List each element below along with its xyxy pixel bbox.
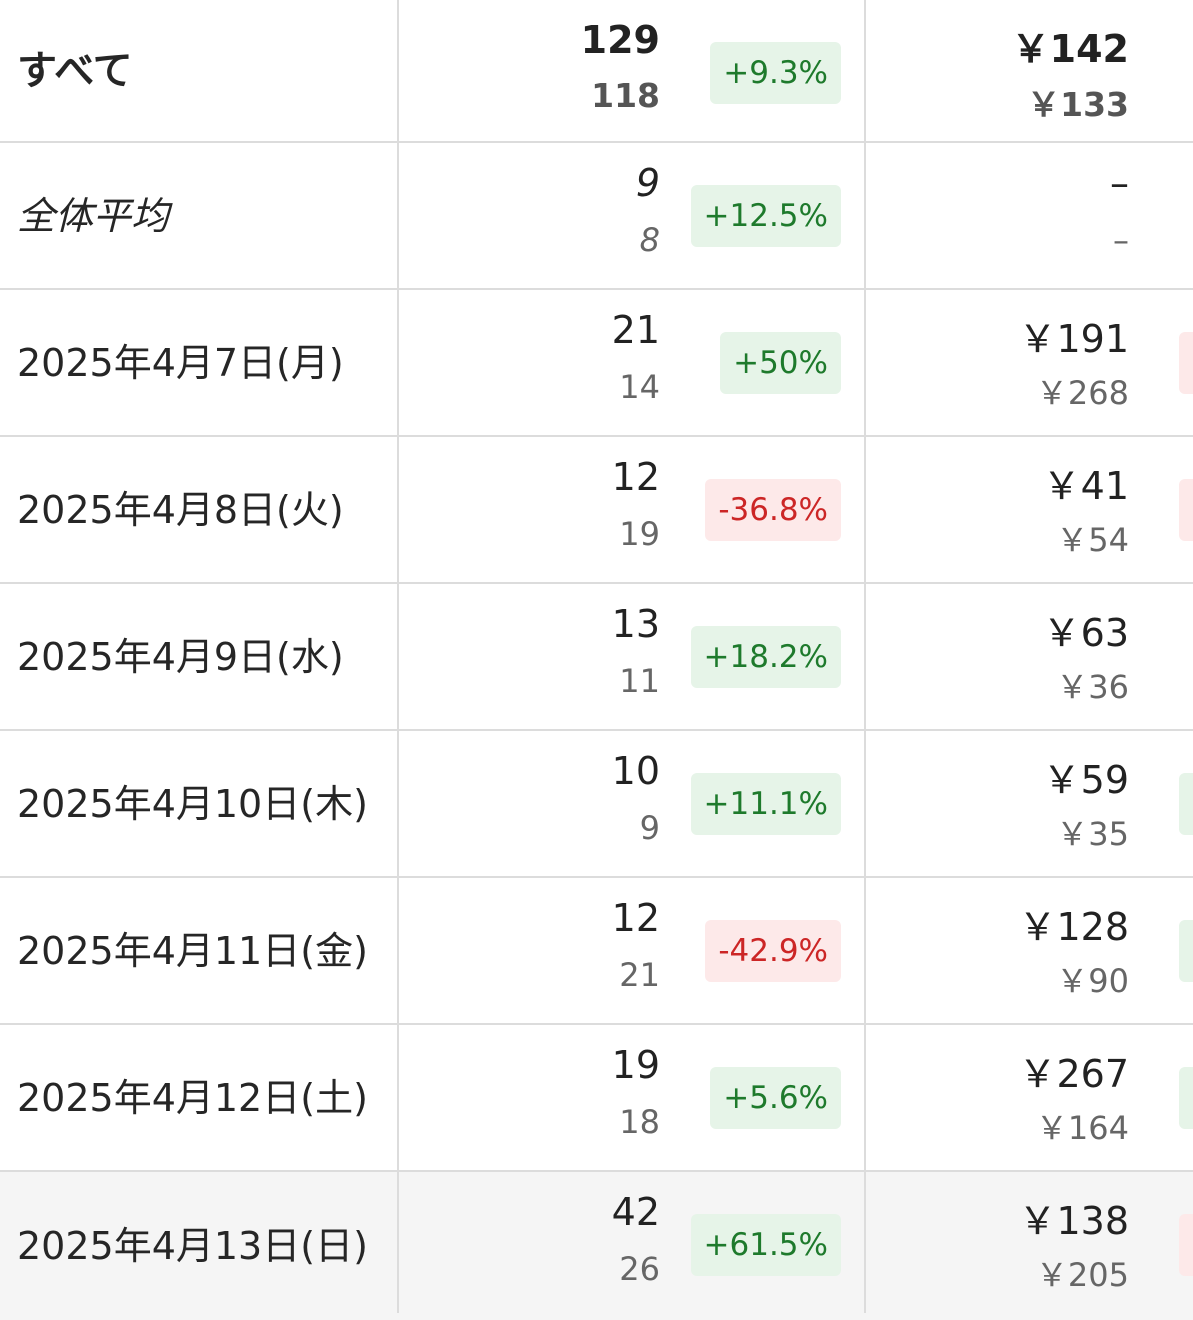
table-row[interactable]: 2025年4月11日(金) 12 21 -42.9% ￥128 ￥90 [0,878,1193,1025]
table-row-highlighted[interactable]: 2025年4月13日(日) 42 26 +61.5% ￥138 ￥205 [0,1172,1193,1320]
table-row[interactable]: 2025年4月12日(土) 19 18 +5.6% ￥267 ￥164 [0,1025,1193,1172]
previous-count: 8 [639,221,660,259]
current-count: 12 [611,455,660,499]
change-badge: -42.9% [705,920,841,982]
current-count: 13 [611,602,660,646]
current-amount: ￥41 [1042,464,1129,508]
column-divider [864,0,866,1313]
next-column-badge [1179,773,1193,835]
previous-amount: ￥35 [1056,815,1129,853]
current-amount: ￥267 [1018,1052,1129,1096]
next-column-badge [1179,920,1193,982]
row-label: 全体平均 [17,193,170,238]
current-count: 21 [611,308,660,352]
next-column-badge [1179,479,1193,541]
previous-count: 11 [619,662,660,700]
previous-count: 9 [639,809,660,847]
column-divider [397,0,399,1313]
current-amount: ￥63 [1042,611,1129,655]
change-badge: +12.5% [690,185,841,247]
next-column-badge [1179,1214,1193,1276]
row-label: 2025年4月11日(金) [17,928,368,973]
current-amount: ￥142 [1011,27,1129,71]
change-badge: +5.6% [710,1067,841,1129]
current-amount: – [1110,161,1129,205]
row-label: 2025年4月8日(火) [17,487,344,532]
previous-count: 18 [619,1103,660,1141]
table-row[interactable]: 2025年4月10日(木) 10 9 +11.1% ￥59 ￥35 [0,731,1193,878]
next-column-badge [1179,1067,1193,1129]
change-badge: +11.1% [690,773,841,835]
next-column-badge [1179,332,1193,394]
previous-amount: ￥54 [1056,521,1129,559]
previous-count: 19 [619,515,660,553]
current-count: 12 [611,896,660,940]
table-row[interactable]: 2025年4月8日(火) 12 19 -36.8% ￥41 ￥54 [0,437,1193,584]
current-count: 10 [611,749,660,793]
table-row[interactable]: 2025年4月9日(水) 13 11 +18.2% ￥63 ￥36 [0,584,1193,731]
table-row[interactable]: 2025年4月7日(月) 21 14 +50% ￥191 ￥268 [0,290,1193,437]
previous-amount: ￥36 [1056,668,1129,706]
previous-amount: ￥90 [1056,962,1129,1000]
previous-count: 26 [619,1250,660,1288]
current-count: 9 [635,161,660,205]
current-count: 42 [611,1190,660,1234]
change-badge: +18.2% [690,626,841,688]
row-label: 2025年4月9日(水) [17,634,344,679]
table-row-total[interactable]: すべて 129 118 +9.3% ￥142 ￥133 [0,0,1193,143]
previous-amount: ￥205 [1035,1256,1129,1294]
current-count: 129 [580,18,660,62]
change-badge: -36.8% [705,479,841,541]
previous-count: 14 [619,368,660,406]
current-amount: ￥191 [1018,317,1129,361]
change-badge: +9.3% [710,42,841,104]
current-count: 19 [611,1043,660,1087]
previous-count: 118 [591,76,660,115]
current-amount: ￥138 [1018,1199,1129,1243]
current-amount: ￥59 [1042,758,1129,802]
change-badge: +61.5% [690,1214,841,1276]
row-label: 2025年4月10日(木) [17,781,368,826]
previous-amount: – [1113,221,1129,259]
previous-amount: ￥268 [1035,374,1129,412]
row-label: 2025年4月13日(日) [17,1224,368,1268]
row-label: 2025年4月12日(土) [17,1075,368,1120]
change-badge: +50% [720,332,841,394]
previous-amount: ￥164 [1035,1109,1129,1147]
table-row-average[interactable]: 全体平均 9 8 +12.5% – – [0,143,1193,290]
previous-count: 21 [619,956,660,994]
previous-amount: ￥133 [1027,85,1129,124]
row-label: すべて [17,47,133,94]
row-label: 2025年4月7日(月) [17,340,344,385]
current-amount: ￥128 [1018,905,1129,949]
